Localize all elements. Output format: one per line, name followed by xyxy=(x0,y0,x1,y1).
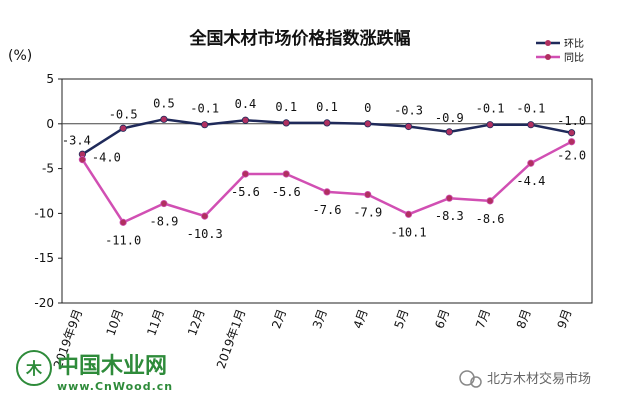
series-0-data-label: -0.1 xyxy=(190,102,219,116)
series-0-point xyxy=(282,119,290,127)
series-0-data-label: 0.4 xyxy=(235,97,257,111)
source-text: 北方木材交易市场 xyxy=(487,371,591,387)
series-0-point xyxy=(527,121,535,129)
wechat-icon-bubble xyxy=(470,376,482,388)
x-tick-label: 12月 xyxy=(185,307,207,337)
series-0-data-label: 0.1 xyxy=(275,100,297,114)
series-0-data-label: 0 xyxy=(364,101,371,115)
x-tick-label: 4月 xyxy=(351,307,371,330)
series-1-data-label: -4.0 xyxy=(92,151,121,165)
series-1-point xyxy=(486,197,494,205)
series-0-point xyxy=(160,115,168,123)
series-1-data-label: -10.1 xyxy=(390,225,426,239)
x-tick-label: 8月 xyxy=(514,307,534,330)
series-0-data-label: -0.3 xyxy=(394,103,423,117)
series-0-data-label: -1.0 xyxy=(557,114,586,128)
chart-title: 全国木材市场价格指数涨跌幅 xyxy=(189,28,411,49)
series-1-point xyxy=(364,190,372,199)
x-tick-label: 2019年1月 xyxy=(214,307,248,370)
series-1-data-label: -5.6 xyxy=(231,185,260,199)
series-0-point xyxy=(486,121,494,129)
x-tick-label: 7月 xyxy=(473,307,493,330)
series-1-data-label: -8.3 xyxy=(435,209,464,223)
series-0-point xyxy=(241,116,250,124)
legend-marker-yoy xyxy=(545,54,551,60)
series-1-data-label: -8.9 xyxy=(149,215,178,229)
series-1-data-label: -2.0 xyxy=(557,149,586,163)
series-1-point xyxy=(119,218,127,226)
series-0-point xyxy=(364,120,372,128)
series-0-data-label: -3.4 xyxy=(62,133,91,147)
series-1-point xyxy=(445,194,453,202)
y-tick-label: 0 xyxy=(46,117,54,131)
x-tick-label: 11月 xyxy=(144,307,166,337)
series-0-point xyxy=(445,128,453,136)
legend-marker-mom xyxy=(545,40,551,46)
series-0-data-label: 0.5 xyxy=(153,96,175,110)
x-tick-label: 3月 xyxy=(310,307,330,330)
series-1-point xyxy=(160,199,168,208)
series-0-data-label: -0.5 xyxy=(109,107,138,121)
y-tick-label: -20 xyxy=(34,296,54,310)
legend-label-yoy: 同比 xyxy=(564,52,584,64)
series-1-point xyxy=(323,188,331,196)
series-0-data-label: -0.9 xyxy=(435,111,464,125)
logo-tree-icon: 木 xyxy=(25,359,43,378)
series-1-point xyxy=(201,212,209,220)
series-1-data-label: -4.4 xyxy=(516,174,545,188)
series-1-point xyxy=(282,170,290,178)
series-1-point xyxy=(78,156,86,164)
legend: 环比 同比 xyxy=(536,38,584,64)
series-1-data-label: -5.6 xyxy=(272,185,301,199)
series-0-data-label: 0.1 xyxy=(316,100,338,114)
y-tick-label: -15 xyxy=(34,251,54,265)
y-tick-label: -10 xyxy=(34,206,54,220)
legend-label-mom: 环比 xyxy=(564,38,584,50)
x-tick-label: 5月 xyxy=(391,307,411,330)
series-1-data-label: -7.9 xyxy=(353,206,382,220)
y-tick-label: 5 xyxy=(46,72,54,86)
series-1-point xyxy=(527,159,535,167)
x-tick-label: 10月 xyxy=(103,307,125,337)
watermark-logo: 木 中国木业网 www.CnWood.cn xyxy=(16,350,173,393)
series-1-data-label: -7.6 xyxy=(313,203,342,217)
logo-seal-icon xyxy=(16,350,52,386)
logo-url: www.CnWood.cn xyxy=(57,380,173,393)
watermark-source: 北方木材交易市场 xyxy=(459,370,591,388)
series-1-data-label: -11.0 xyxy=(105,233,141,247)
x-tick-label: 2月 xyxy=(269,307,289,330)
plot-frame xyxy=(61,78,593,304)
series-0-point xyxy=(568,129,576,137)
series-0-data-label: -0.1 xyxy=(476,102,505,116)
series-0-point xyxy=(201,121,209,129)
series-0-data-label: -0.1 xyxy=(516,102,545,116)
series-0-point xyxy=(323,119,331,127)
logo-text: 中国木业网 xyxy=(57,353,167,379)
series-1-point xyxy=(404,210,413,218)
y-unit-label: (%) xyxy=(8,48,32,64)
series-1-point xyxy=(241,170,250,178)
series-0-point xyxy=(404,122,413,131)
x-tick-label: 9月 xyxy=(555,307,575,330)
x-tick-label: 6月 xyxy=(432,307,452,330)
series-0-point xyxy=(119,124,127,132)
series-1-data-label: -10.3 xyxy=(187,227,223,241)
series-1-data-label: -8.6 xyxy=(476,212,505,226)
series-1-point xyxy=(568,138,576,146)
y-tick-label: -5 xyxy=(42,162,54,176)
